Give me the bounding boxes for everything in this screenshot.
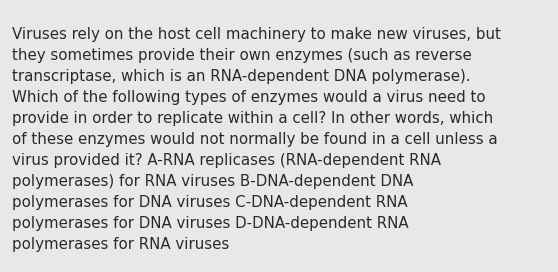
Text: Viruses rely on the host cell machinery to make new viruses, but
they sometimes : Viruses rely on the host cell machinery … — [12, 27, 501, 252]
